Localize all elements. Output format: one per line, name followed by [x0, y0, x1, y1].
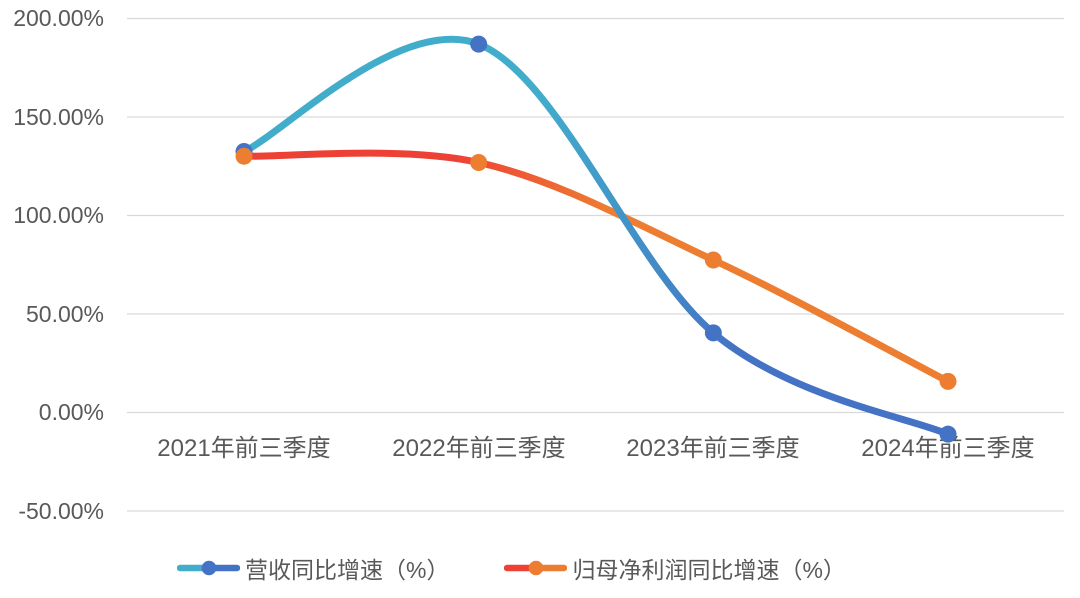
- y-tick-label: 100.00%: [13, 202, 104, 228]
- series-revenue-marker: [470, 35, 488, 53]
- x-axis-label: 2022年前三季度: [392, 435, 566, 462]
- x-axis-label: 2021年前三季度: [157, 435, 331, 462]
- legend-item-revenue-growth: 营收同比增速（%）: [177, 551, 449, 585]
- legend-swatch-revenue-icon: [177, 560, 240, 576]
- y-tick-label: 50.00%: [25, 301, 104, 327]
- legend-swatch-net-profit-icon: [504, 560, 568, 576]
- series-net-profit-marker: [704, 251, 722, 269]
- series-net-profit-marker: [235, 147, 253, 165]
- series-net-profit-line: [240, 149, 952, 385]
- legend: 营收同比增速（%） 归母净利润同比增速（%）: [177, 553, 846, 583]
- legend-label-net-profit-growth: 归母净利润同比增速（%）: [572, 557, 846, 583]
- x-axis-label: 2023年前三季度: [626, 435, 800, 462]
- y-tick-label: -50.00%: [18, 498, 104, 524]
- y-tick-label: 200.00%: [13, 5, 104, 31]
- y-tick-label: 0.00%: [38, 399, 104, 425]
- series-revenue-marker: [939, 425, 957, 443]
- series-revenue-line: [240, 35, 952, 438]
- legend-item-net-profit-growth: 归母净利润同比增速（%）: [504, 551, 846, 585]
- legend-label-revenue-growth: 营收同比增速（%）: [245, 557, 450, 583]
- series-net-profit-marker: [939, 372, 957, 390]
- series-net-profit-marker: [470, 154, 488, 172]
- y-tick-label: 150.00%: [13, 104, 104, 130]
- series-revenue-marker: [704, 324, 722, 342]
